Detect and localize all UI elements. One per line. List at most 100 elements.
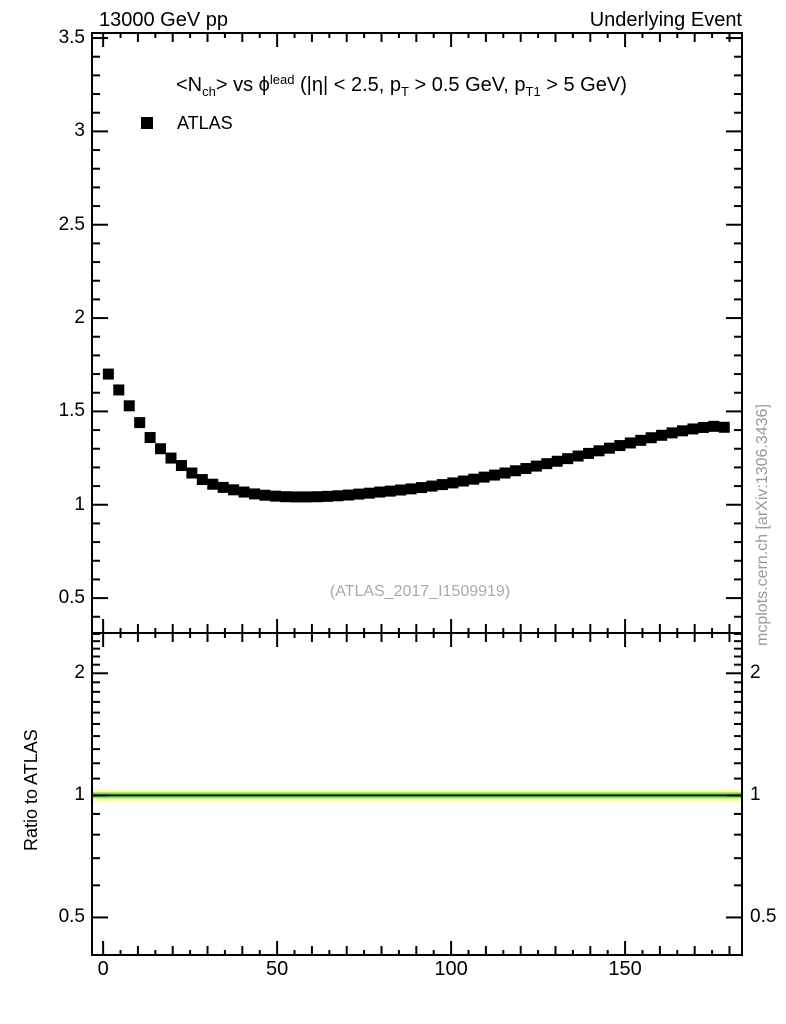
legend-label: ATLAS	[177, 112, 233, 133]
header-beam-energy: 13000 GeV pp	[99, 9, 228, 31]
plot-title: <Nch> vs ϕlead (|η| < 2.5, pT > 0.5 GeV,…	[176, 72, 627, 99]
data-point-marker	[645, 432, 657, 444]
plot-title-part: ϕ	[258, 74, 270, 96]
plot-title-part: T1	[525, 84, 541, 99]
data-point-marker	[405, 483, 417, 495]
data-point-marker	[228, 484, 240, 496]
header-analysis-group: Underlying Event	[589, 9, 742, 31]
side-note-source: mcplots.cern.ch [arXiv:1306.3436]	[754, 404, 771, 646]
ratio-y-tick-label-left: 1	[74, 784, 85, 806]
legend: ATLAS	[141, 112, 233, 133]
data-point-marker	[196, 474, 208, 486]
data-point-marker	[551, 455, 563, 467]
plot-title-part: > 0.5 GeV, p	[408, 74, 526, 96]
data-point-marker	[676, 425, 688, 437]
data-point-marker	[175, 460, 187, 472]
data-point-marker	[374, 486, 386, 498]
main-y-tick-label: 1.5	[58, 400, 85, 422]
ratio-y-tick-label-right: 2	[750, 662, 761, 684]
main-y-tick-label: 1	[74, 493, 85, 515]
data-point-marker	[134, 417, 146, 429]
data-point-marker	[416, 482, 428, 494]
plot-title-part: > 5 GeV)	[540, 74, 627, 96]
data-point-marker	[509, 465, 521, 477]
plot-title-part: > vs	[215, 74, 259, 96]
data-point-marker	[217, 481, 229, 493]
data-point-marker	[322, 490, 334, 502]
x-tick-label: 150	[608, 958, 642, 980]
data-point-marker	[238, 486, 250, 498]
data-point-marker	[489, 469, 501, 481]
data-point-marker	[113, 384, 125, 396]
ratio-panel-frame	[91, 632, 743, 956]
data-point-marker	[614, 440, 626, 452]
data-point-marker	[353, 488, 365, 500]
data-point-marker	[708, 420, 720, 432]
data-point-marker	[457, 475, 469, 487]
main-y-tick-label: 3.5	[58, 27, 85, 49]
ratio-band	[92, 789, 742, 802]
data-point-marker	[165, 452, 177, 464]
data-point-marker	[384, 485, 396, 497]
data-point-marker	[499, 467, 511, 479]
data-point-marker	[332, 490, 344, 502]
main-y-tick-label: 3	[74, 120, 85, 142]
data-point-marker	[635, 434, 647, 446]
plot-title-part: ch	[202, 84, 216, 99]
data-point-marker	[687, 423, 699, 435]
data-point-marker	[583, 447, 595, 459]
data-point-marker	[395, 484, 407, 496]
data-point-marker	[562, 453, 574, 465]
data-point-marker	[290, 491, 302, 503]
data-point-marker	[624, 437, 636, 449]
data-point-marker	[656, 429, 668, 441]
data-markers	[102, 368, 730, 503]
data-point-marker	[155, 443, 167, 455]
ratio-y-tick-label-left: 0.5	[58, 906, 85, 928]
data-point-marker	[311, 491, 323, 503]
data-point-marker	[593, 445, 605, 457]
data-point-marker	[541, 458, 553, 470]
axis-ticks	[92, 33, 742, 955]
data-point-marker	[718, 421, 730, 433]
x-tick-label: 0	[97, 958, 109, 980]
data-point-marker	[259, 489, 271, 501]
panel-frames	[91, 32, 743, 956]
data-point-marker	[603, 442, 615, 454]
legend-entry: ATLAS	[141, 112, 233, 133]
data-point-marker	[102, 368, 114, 380]
data-point-marker	[363, 487, 375, 499]
data-point-marker	[249, 488, 260, 500]
data-point-marker	[280, 491, 292, 503]
legend-filled-square-icon	[141, 117, 153, 129]
plot-title-part: T	[401, 84, 409, 99]
data-point-marker	[301, 491, 313, 503]
data-point-marker	[520, 463, 532, 475]
data-point-marker	[426, 480, 438, 492]
data-point-marker	[468, 473, 480, 485]
data-point-marker	[447, 477, 459, 489]
data-point-marker	[530, 460, 542, 472]
ratio-y-tick-label-right: 1	[750, 784, 761, 806]
data-point-marker	[186, 467, 198, 479]
x-tick-label: 50	[265, 958, 289, 980]
data-point-marker	[269, 490, 281, 502]
plot-title-part: <N	[176, 74, 203, 96]
main-y-tick-label: 2	[74, 307, 85, 329]
data-point-marker	[436, 479, 448, 491]
plot-title-part: (|η| < 2.5, p	[294, 74, 401, 96]
data-point-marker	[144, 432, 156, 444]
data-point-marker	[342, 489, 354, 501]
data-point-marker	[666, 427, 678, 439]
plot-title-part: lead	[269, 72, 295, 87]
data-point-marker	[207, 478, 219, 490]
data-point-marker	[123, 400, 135, 412]
data-point-marker	[478, 471, 490, 483]
ratio-y-tick-label-left: 2	[74, 662, 85, 684]
ratio-y-tick-label-right: 0.5	[750, 906, 777, 928]
x-tick-label: 100	[434, 958, 468, 980]
watermark-analysis-id: (ATLAS_2017_I1509919)	[329, 583, 511, 600]
data-point-marker	[572, 450, 584, 462]
